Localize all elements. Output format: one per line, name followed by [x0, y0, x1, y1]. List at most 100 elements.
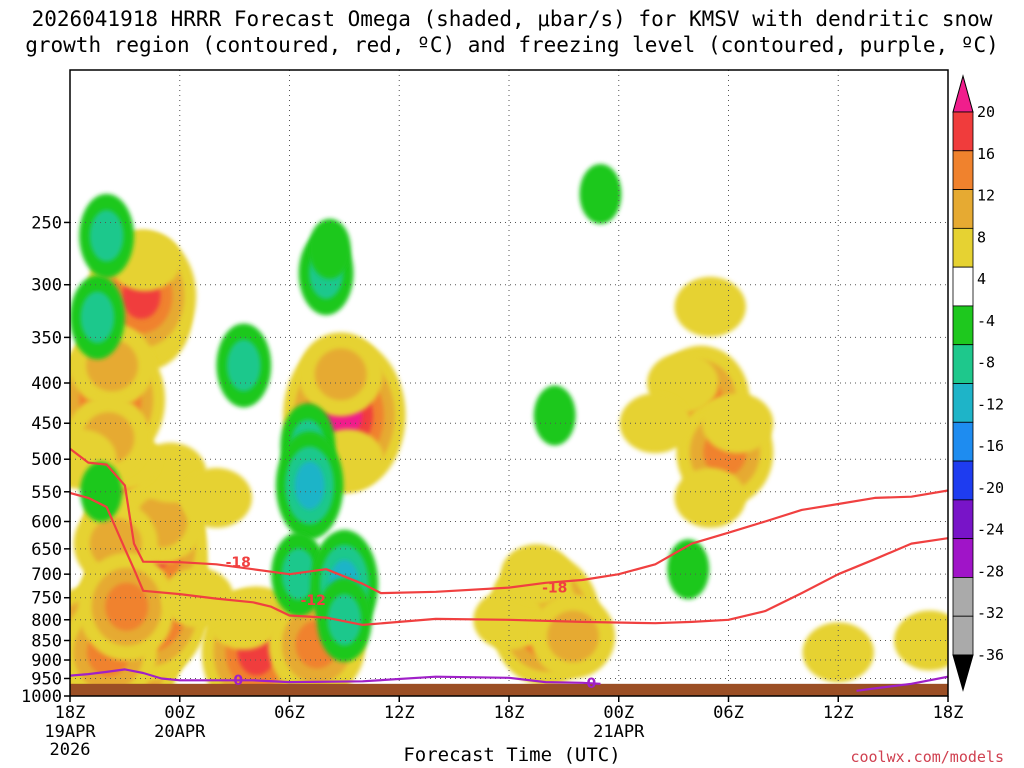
x-tick-label: 06Z — [274, 703, 305, 723]
x-tick-label: 00Z — [164, 703, 195, 723]
x-tick-sublabel: 20APR — [154, 722, 206, 742]
colorbar-segment — [952, 227, 974, 268]
y-tick-label: 1000 — [21, 687, 62, 707]
colorbar-label: 16 — [977, 145, 995, 163]
contour-line — [70, 668, 601, 685]
x-axis-label: Forecast Time (UTC) — [403, 744, 621, 766]
omega-blob — [294, 461, 325, 510]
colorbar-label: -32 — [977, 604, 1004, 622]
credit-link[interactable]: coolwx.com/models — [850, 748, 1004, 766]
colorbar-label: -4 — [977, 312, 995, 330]
x-tick-label: 12Z — [384, 703, 415, 723]
y-tick-label: 300 — [31, 276, 62, 296]
contour-label: -18 — [226, 555, 251, 571]
colorbar-segment — [952, 266, 974, 307]
omega-blob — [180, 467, 253, 528]
colorbar-segment — [952, 615, 974, 656]
colorbar-segment — [952, 150, 974, 190]
colorbar-segment — [952, 189, 974, 229]
omega-blob — [579, 163, 622, 224]
omega-blob — [105, 582, 149, 631]
y-tick-label: 550 — [31, 483, 62, 503]
colorbar-label: -16 — [977, 437, 1004, 455]
omega-blob — [327, 593, 362, 646]
colorbar-label: -24 — [977, 521, 1004, 539]
omega-shading — [70, 163, 948, 696]
y-tick-label: 650 — [31, 540, 62, 560]
omega-blob — [701, 393, 774, 454]
colorbar-segment — [952, 577, 974, 617]
y-tick-label: 350 — [31, 328, 62, 348]
colorbar-segment — [952, 460, 974, 501]
colorbar-segment — [952, 383, 974, 423]
y-tick-label: 450 — [31, 414, 62, 434]
colorbar-label: 8 — [977, 228, 986, 246]
colorbar-segment — [952, 344, 974, 384]
y-tick-label: 950 — [31, 669, 62, 689]
omega-blob — [674, 467, 746, 528]
colorbar-label: 12 — [977, 187, 995, 205]
colorbar-segment — [952, 421, 974, 462]
colorbar-segment — [952, 111, 974, 152]
colorbar-label: 20 — [977, 103, 995, 121]
y-tick-label: 700 — [31, 565, 62, 585]
colorbar-label: -20 — [977, 479, 1004, 497]
omega-blob — [281, 548, 316, 600]
colorbar-segment — [952, 305, 974, 346]
y-axis-ticks: 2503003504004505005506006507007508008509… — [21, 213, 70, 707]
contour-label: 0 — [586, 676, 596, 692]
colorbar-label: 4 — [977, 270, 986, 288]
omega-blob — [226, 339, 261, 392]
x-tick-sublabel: 21APR — [593, 722, 645, 742]
y-tick-label: 800 — [31, 611, 62, 631]
omega-blob — [667, 539, 710, 600]
omega-blob — [894, 610, 948, 671]
omega-blob — [547, 610, 599, 663]
colorbar-top-triangle — [952, 74, 974, 113]
temperature-contours: -18 -12 -18 0 0 — [70, 447, 948, 692]
y-tick-label: 400 — [31, 374, 62, 394]
x-tick-label: 18Z — [494, 703, 525, 723]
x-tick-sublabel: 19APR — [44, 722, 96, 742]
omega-blob — [89, 210, 124, 262]
colorbar-label: -36 — [977, 646, 1004, 664]
colorbar-label: -12 — [977, 395, 1004, 413]
contour-label: -18 — [542, 581, 567, 597]
colorbar-segment — [952, 499, 974, 540]
y-tick-label: 900 — [31, 651, 62, 671]
contour-line — [856, 675, 948, 692]
omega-blob — [314, 348, 367, 401]
ground-fill — [70, 683, 948, 696]
x-tick-sublabel: 2026 — [50, 740, 91, 760]
x-tick-label: 06Z — [713, 703, 744, 723]
colorbar-bottom-triangle — [952, 654, 974, 692]
omega-blob — [674, 276, 746, 337]
omega-blob — [308, 218, 351, 279]
contour-line — [70, 491, 948, 627]
y-tick-label: 500 — [31, 450, 62, 470]
contour-label: 0 — [233, 673, 243, 689]
omega-blob — [802, 622, 874, 683]
omega-blob — [533, 385, 576, 446]
omega-blob — [500, 544, 573, 605]
omega-blob — [162, 567, 234, 628]
ground-below-surface — [70, 683, 948, 696]
contour-line — [70, 447, 948, 595]
colorbar: 20 16 12 8 4 -4 -8 -12 -16 -20 -24 -28 -32 -36 — [952, 74, 1004, 692]
contour-label: -12 — [301, 593, 326, 609]
colorbar-segment — [952, 538, 974, 578]
y-tick-label: 750 — [31, 589, 62, 609]
x-tick-label: 18Z — [55, 703, 86, 723]
colorbar-label: -28 — [977, 562, 1004, 580]
y-tick-label: 600 — [31, 513, 62, 533]
y-tick-label: 250 — [31, 213, 62, 233]
y-tick-label: 850 — [31, 631, 62, 651]
x-tick-label: 12Z — [823, 703, 854, 723]
x-tick-label: 18Z — [933, 703, 964, 723]
omega-blob — [80, 291, 115, 344]
chart-title: 2026041918 HRRR Forecast Omega (shaded, … — [25, 7, 999, 57]
omega-blob — [80, 461, 123, 522]
x-tick-label: 00Z — [603, 703, 634, 723]
